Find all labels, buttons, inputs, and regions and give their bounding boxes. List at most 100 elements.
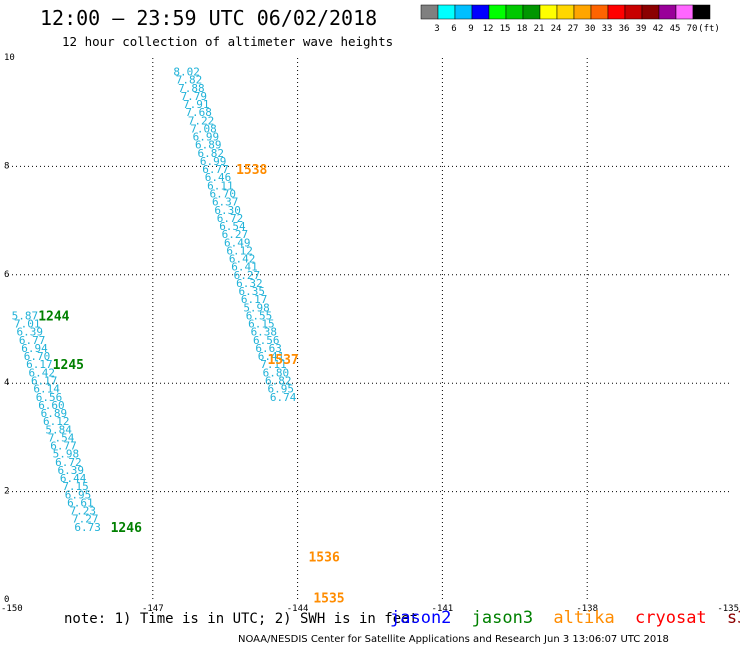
wave-height-label: 6.82 — [265, 374, 292, 387]
y-tick-label: 8 — [4, 161, 9, 171]
wave-height-label: 6.80 — [263, 366, 290, 379]
wave-height-label: 7.79 — [181, 90, 208, 103]
y-tick-label: 10 — [4, 53, 15, 63]
scale-label: (ft) — [698, 24, 720, 34]
wave-height-label: 6.30 — [214, 204, 241, 217]
scale-label: 9 — [468, 24, 473, 34]
wave-height-label: 6.39 — [16, 326, 43, 339]
scale-label: 15 — [500, 24, 511, 34]
wave-height-label: 6.42 — [29, 366, 56, 379]
wave-height-label: 6.56 — [253, 334, 280, 347]
scale-swatch — [641, 4, 660, 20]
scale-swatch — [607, 4, 626, 20]
wave-height-label: 7.01 — [14, 318, 41, 331]
chart-title: 12:00 – 23:59 UTC 06/02/2018 — [40, 6, 378, 30]
scale-label: 24 — [551, 24, 562, 34]
scale-label: 70 — [687, 24, 698, 34]
wave-height-label: 6.11 — [207, 179, 234, 192]
wave-height-label: 7.88 — [178, 82, 205, 95]
scale-label: 42 — [653, 24, 664, 34]
scale-swatch — [420, 4, 439, 20]
wave-height-label: 7.82 — [176, 74, 203, 87]
wave-height-label: 6.54 — [219, 220, 246, 233]
scale-label: 36 — [619, 24, 630, 34]
y-tick-label: 4 — [4, 378, 9, 388]
credit-line: NOAA/NESDIS Center for Satellite Applica… — [238, 634, 669, 645]
pass-time-label: 1538 — [236, 163, 267, 178]
wave-height-label: 6.35 — [238, 285, 265, 298]
scale-swatch — [658, 4, 677, 20]
wave-height-label: 5.98 — [243, 301, 270, 314]
wave-height-label: 6.14 — [33, 383, 60, 396]
wave-height-label: 6.70 — [24, 350, 51, 363]
wave-height-label: 6.77 — [50, 440, 77, 453]
wave-height-label: 6.27 — [222, 228, 249, 241]
x-tick-label: -135 — [717, 604, 739, 614]
wave-height-label: 6.63 — [255, 342, 282, 355]
wave-height-label: 6.46 — [205, 171, 232, 184]
scale-label: 3 — [434, 24, 439, 34]
wave-height-label: 6.77 — [202, 163, 229, 176]
sat-jason2: jason2 — [390, 608, 452, 628]
wave-height-label: 6.41 — [231, 261, 258, 274]
scale-label: 27 — [568, 24, 579, 34]
wave-height-label: 6.61 — [67, 496, 94, 509]
wave-height-label: 6.56 — [36, 391, 63, 404]
wave-height-label: 6.77 — [19, 334, 46, 347]
wave-height-label: 6.27 — [234, 269, 261, 282]
scale-swatch — [505, 4, 524, 20]
wave-height-label: 6.49 — [224, 236, 251, 249]
y-tick-label: 2 — [4, 487, 9, 497]
wave-height-label: 7.08 — [190, 122, 217, 135]
wave-height-label: 6.72 — [55, 456, 82, 469]
sat-jason3: jason3 — [471, 608, 534, 628]
wave-height-label: 6.42 — [229, 253, 256, 266]
wave-height-label: 6.38 — [251, 326, 278, 339]
scale-swatch — [692, 4, 711, 20]
wave-height-label: 6.37 — [212, 196, 239, 209]
wave-height-label: 7.27 — [72, 513, 99, 526]
wave-height-label: 6.94 — [21, 342, 48, 355]
scale-label: 30 — [585, 24, 596, 34]
wave-height-label: 7.23 — [70, 505, 97, 518]
wave-height-label: 7.54 — [48, 431, 75, 444]
wave-height-label: 7.15 — [62, 480, 89, 493]
scale-label: 6 — [451, 24, 456, 34]
chart-subtitle: 12 hour collection of altimeter wave hei… — [62, 34, 394, 49]
wave-height-label: 6.74 — [270, 391, 297, 404]
scale-label: 21 — [534, 24, 545, 34]
wave-height-label: 6.41 — [258, 350, 285, 363]
scale-swatch — [590, 4, 609, 20]
wave-height-label: 8.02 — [173, 66, 200, 79]
pass-time-label: 1246 — [111, 521, 142, 536]
wave-height-label: 6.39 — [57, 464, 84, 477]
wave-height-label: 6.99 — [193, 131, 220, 144]
scale-swatch — [573, 4, 592, 20]
scale-swatch — [556, 4, 575, 20]
wave-height-label: 6.12 — [43, 415, 70, 428]
pass-time-label: 1245 — [53, 358, 84, 373]
scale-swatch — [454, 4, 473, 20]
wave-height-label: 6.32 — [236, 277, 263, 290]
wave-height-label: 5.87 — [12, 309, 39, 322]
x-tick-label: -138 — [576, 604, 598, 614]
pass-time-label: 1536 — [308, 551, 339, 566]
x-tick-label: -141 — [432, 604, 454, 614]
x-tick-label: -144 — [287, 604, 309, 614]
wave-height-label: 6.15 — [248, 318, 275, 331]
scale-label: 12 — [483, 24, 494, 34]
wave-height-label: 6.82 — [197, 147, 224, 160]
scale-swatch — [437, 4, 456, 20]
wave-height-label: 6.95 — [65, 488, 92, 501]
wave-height-label: 6.12 — [226, 244, 253, 257]
pass-time-label: 1537 — [267, 353, 298, 368]
sat-altika: altika — [553, 608, 615, 628]
wave-height-label: 6.89 — [41, 407, 68, 420]
pass-time-label: 1244 — [38, 309, 69, 324]
scale-label: 33 — [602, 24, 613, 34]
wave-height-label: 6.17 — [241, 293, 268, 306]
pass-time-label: 1535 — [313, 591, 344, 606]
scale-label: 18 — [517, 24, 528, 34]
y-tick-label: 6 — [4, 270, 9, 280]
